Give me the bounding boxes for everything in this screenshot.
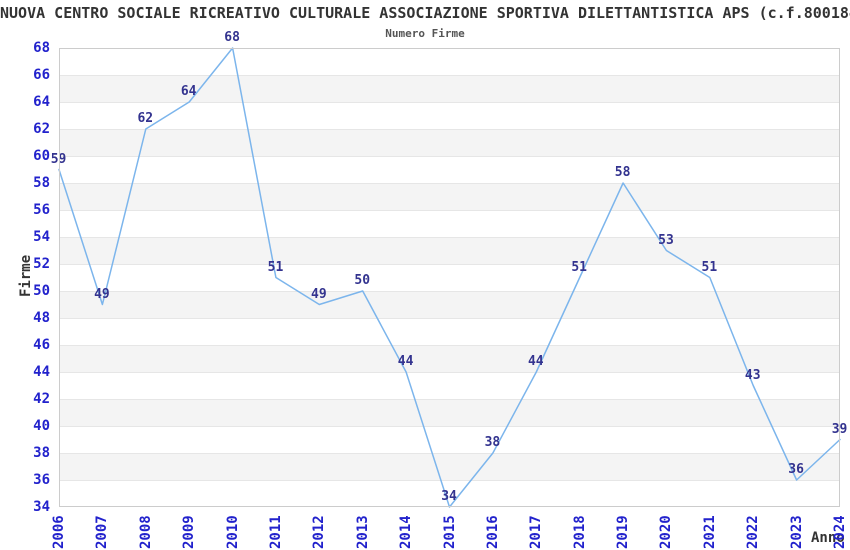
data-label: 51 (571, 259, 588, 275)
data-label: 68 (224, 30, 240, 45)
chart-title: NUOVA CENTRO SOCIALE RICREATIVO CULTURAL… (0, 4, 850, 22)
y-axis-tick-label: 68 (33, 40, 50, 56)
y-axis-tick-label: 60 (33, 148, 50, 164)
x-axis-tick-label: 2023 (788, 515, 805, 549)
plot-band (59, 345, 840, 372)
data-label: 50 (354, 273, 371, 288)
x-axis-tick-label: 2009 (181, 515, 198, 549)
y-axis-tick-label: 46 (33, 337, 50, 353)
y-axis-tick-label: 64 (33, 94, 50, 110)
x-axis-tick-label: 2012 (311, 515, 328, 549)
x-axis-title: Anno (811, 530, 845, 546)
y-axis-tick-label: 52 (33, 256, 50, 272)
plot-band (59, 183, 840, 210)
data-label: 58 (614, 165, 631, 180)
y-axis-tick-label: 38 (33, 445, 50, 461)
data-label: 59 (50, 151, 67, 167)
data-label: 34 (441, 489, 457, 504)
gridline (59, 183, 840, 184)
gridline (59, 345, 840, 346)
gridline (59, 318, 840, 319)
y-axis-tick-label: 62 (33, 121, 50, 137)
series-line-svg (58, 47, 841, 508)
x-axis-tick-label: 2015 (441, 515, 458, 549)
x-axis-tick-label: 2022 (745, 515, 762, 549)
y-axis-tick-label: 56 (33, 202, 50, 218)
x-axis-tick-label: 2010 (224, 515, 241, 549)
y-axis-tick-label: 42 (33, 391, 50, 407)
x-axis-tick-label: 2006 (51, 515, 67, 549)
gridline (59, 291, 840, 292)
x-axis-tick-label: 2017 (528, 515, 545, 549)
x-axis-tick-label: 2007 (94, 515, 111, 549)
y-axis-tick-label: 50 (33, 283, 50, 299)
data-label: 36 (788, 462, 804, 477)
x-axis-tick-label: 2018 (571, 515, 588, 549)
gridline (59, 75, 840, 76)
y-axis-tick-label: 66 (33, 67, 50, 83)
x-axis-tick-label: 2024 (832, 515, 848, 549)
data-label: 49 (94, 286, 110, 302)
plot-band (59, 237, 840, 264)
x-axis-tick-label: 2021 (701, 515, 718, 549)
data-label: 51 (267, 259, 284, 275)
gridline (59, 453, 840, 454)
data-label: 62 (137, 111, 154, 126)
plot-band (59, 399, 840, 426)
gridline (59, 156, 840, 157)
y-axis-tick-label: 36 (33, 472, 50, 488)
plot-band (59, 129, 840, 156)
y-axis-tick-label: 58 (33, 175, 50, 191)
y-axis-tick-label: 44 (33, 364, 50, 380)
gridline (59, 102, 840, 103)
x-axis-tick-label: 2014 (398, 515, 415, 549)
series-line (58, 47, 841, 508)
gridline (59, 237, 840, 238)
x-axis-tick-label: 2011 (267, 515, 284, 549)
x-axis-tick-label: 2020 (658, 515, 675, 549)
gridline (59, 264, 840, 265)
data-label: 44 (397, 354, 414, 369)
data-label: 43 (744, 367, 761, 383)
data-label: 49 (311, 286, 327, 302)
y-axis-tick-label: 34 (33, 499, 50, 515)
gridline (59, 210, 840, 211)
data-label: 39 (831, 421, 848, 437)
chart-subtitle: Numero Firme (385, 27, 465, 40)
x-axis-tick-label: 2019 (615, 515, 632, 549)
data-label: 38 (484, 435, 501, 450)
gridline (59, 399, 840, 400)
plot-band (59, 75, 840, 102)
gridline (59, 426, 840, 427)
plot-band (59, 453, 840, 480)
gridline (59, 480, 840, 481)
data-label: 53 (658, 232, 674, 248)
data-label: 44 (527, 354, 544, 369)
x-axis-tick-label: 2016 (484, 515, 501, 549)
plot-area: 59 49 62 64 68 51 49 50 44 34 38 44 51 58 53 51 43 36 39 (51, 31, 847, 508)
x-axis-tick-label: 2008 (137, 515, 154, 549)
y-axis-tick-label: 54 (33, 229, 50, 245)
data-label: 51 (701, 259, 718, 275)
data-label: 64 (180, 84, 197, 99)
gridline (59, 372, 840, 373)
x-axis-tick-label: 2013 (354, 515, 371, 549)
y-axis-tick-label: 40 (33, 418, 50, 434)
gridline (59, 129, 840, 130)
plot-band (59, 291, 840, 318)
y-axis-tick-label: 48 (33, 310, 50, 326)
